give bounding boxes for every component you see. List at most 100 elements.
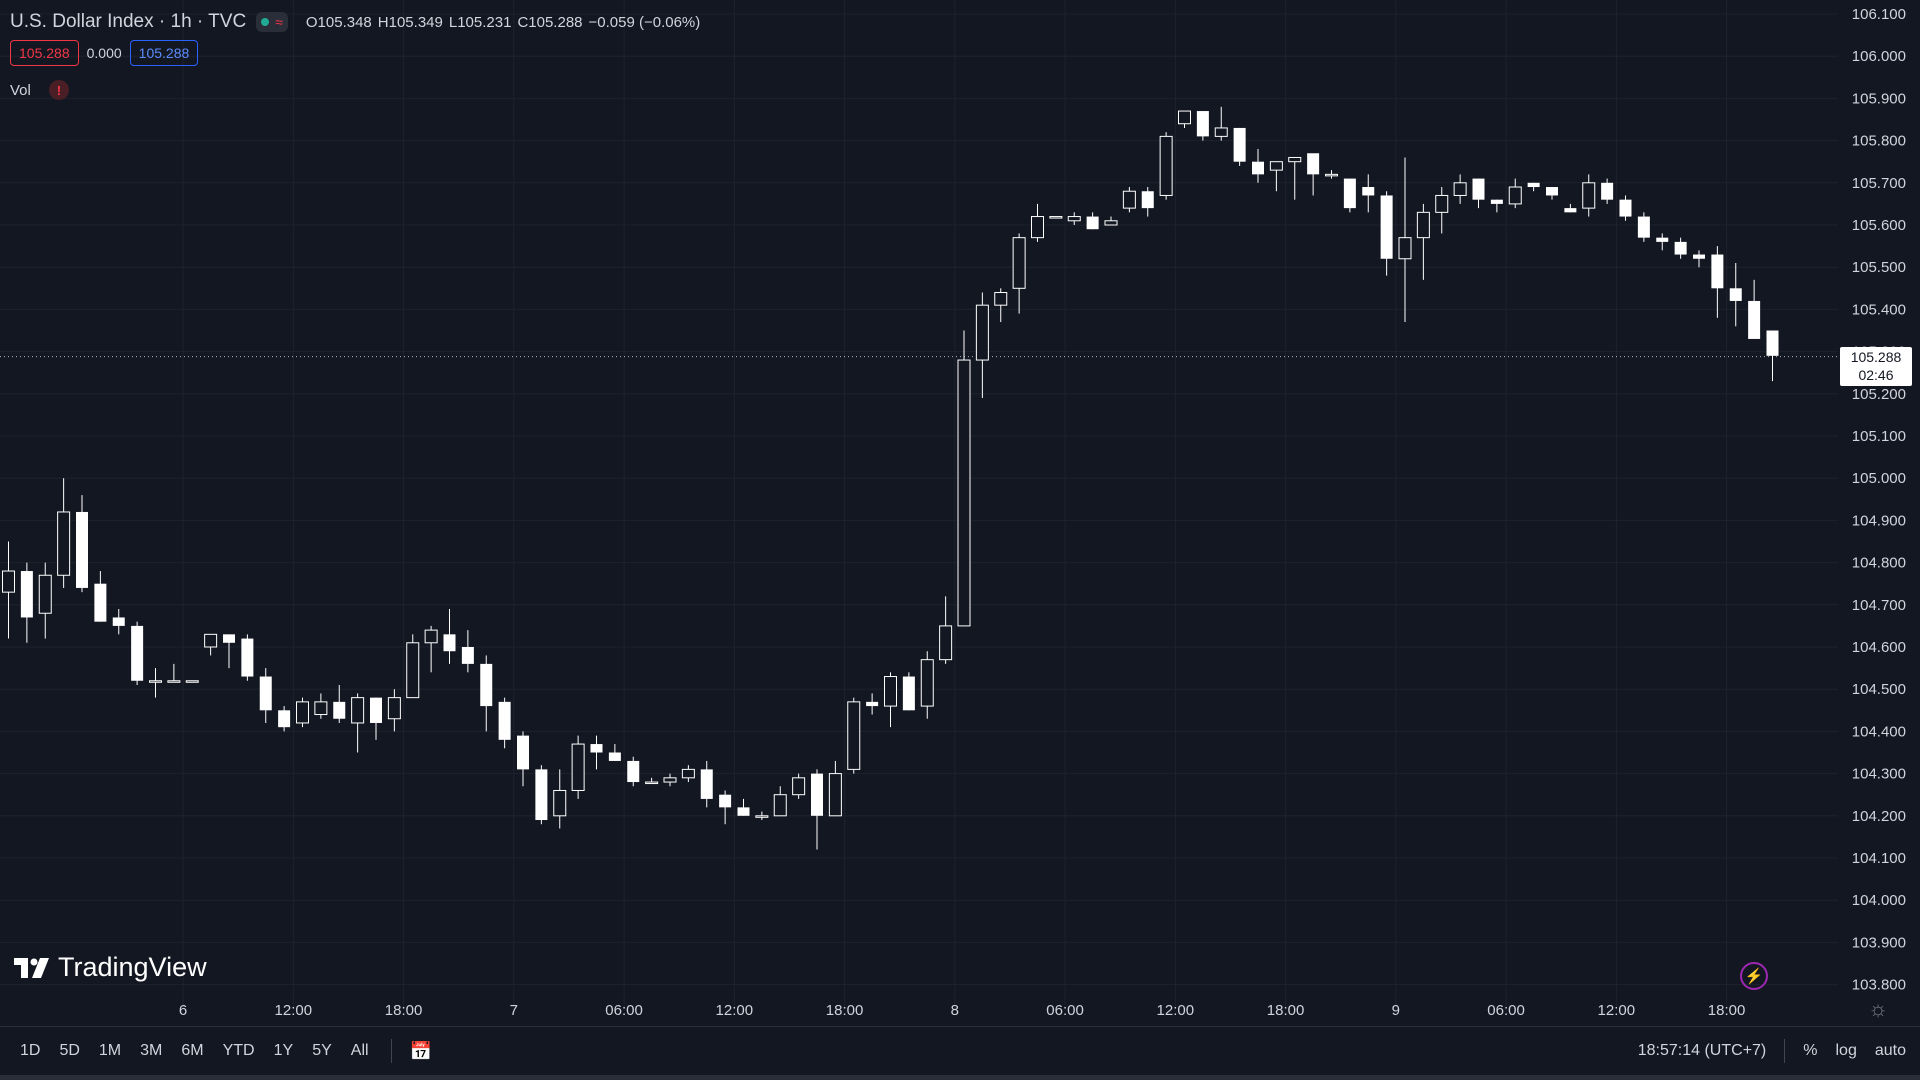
candle (296, 697, 309, 728)
log-toggle[interactable]: log (1835, 1042, 1857, 1059)
bar-countdown: 02:46 (1858, 367, 1894, 383)
candle (1049, 216, 1063, 219)
range-button-6m[interactable]: 6M (181, 1042, 204, 1059)
candle-body-up (1049, 216, 1063, 219)
range-button-5y[interactable]: 5Y (312, 1042, 332, 1059)
y-tick-label: 105.900 (1852, 90, 1906, 107)
status-pill[interactable]: ≈ (256, 12, 288, 32)
range-button-1m[interactable]: 1M (98, 1042, 122, 1059)
y-tick-label: 105.500 (1852, 259, 1906, 276)
low-label: L (448, 13, 458, 31)
range-button-1d[interactable]: 1D (20, 1042, 41, 1059)
candle (828, 760, 842, 817)
candle-body-down (1141, 191, 1154, 209)
candle (700, 760, 713, 808)
symbol-title[interactable]: U.S. Dollar Index · 1h · TVC (10, 11, 247, 32)
candle (957, 330, 971, 627)
candle (811, 769, 823, 850)
candle (681, 765, 695, 783)
candle-body-up (773, 794, 787, 817)
open-value: 105.348 (317, 13, 372, 31)
tradingview-logo[interactable]: TradingView (14, 952, 207, 983)
candle (1214, 106, 1228, 141)
candle (1141, 187, 1154, 217)
candle-body-up (1031, 216, 1044, 239)
candle (20, 562, 33, 643)
price-chart[interactable]: 106.100 106.000 105.900 105.800 105.700 105.6… (0, 0, 1920, 1026)
candle-body-up (1398, 237, 1412, 260)
candle (38, 562, 52, 639)
high-value: 105.349 (388, 13, 443, 31)
candle-body-down (902, 676, 915, 711)
open-label: O (305, 13, 318, 31)
candle-body-up (1288, 156, 1302, 163)
candle-body-up (1104, 220, 1118, 226)
candle-body-up (387, 697, 401, 720)
y-tick-label: 105.600 (1852, 217, 1906, 234)
range-button-5d[interactable]: 5D (59, 1042, 80, 1059)
lightning-icon[interactable]: ⚡ (1740, 962, 1768, 990)
candle (314, 693, 328, 719)
candle (1546, 187, 1558, 200)
candle-body-down (1619, 199, 1632, 217)
candle (755, 811, 769, 821)
y-tick-label: 105.100 (1852, 428, 1906, 445)
range-button-all[interactable]: All (350, 1042, 369, 1059)
candle (241, 634, 254, 681)
candle (1104, 216, 1118, 226)
clock-time[interactable]: 18:57:14 (UTC+7) (1637, 1042, 1767, 1059)
candle-body-down (443, 634, 456, 652)
toolbar-divider (1784, 1039, 1786, 1063)
y-tick-label: 104.900 (1852, 512, 1906, 529)
candle (1527, 182, 1540, 192)
candle-body-down (112, 617, 125, 626)
candle-body-down (131, 625, 144, 681)
candle-body-down (1252, 161, 1264, 175)
x-tick-label: 6 (179, 1002, 187, 1019)
candle-body-down (627, 760, 640, 783)
candle-body-down (1637, 216, 1650, 238)
candle (920, 651, 934, 719)
x-tick-label: 7 (510, 1002, 518, 1019)
range-button-ytd[interactable]: YTD (222, 1042, 255, 1059)
exclamation-icon[interactable]: ! (48, 80, 69, 100)
candle-body-down (1729, 288, 1742, 301)
candle (1619, 195, 1632, 221)
candle (131, 621, 144, 685)
x-tick-label: 06:00 (1487, 1002, 1525, 1019)
x-tick-label: 9 (1392, 1002, 1400, 1019)
candle (351, 693, 365, 753)
candle-body-up (681, 768, 695, 779)
candle (1656, 233, 1669, 251)
range-button-3m[interactable]: 3M (140, 1042, 163, 1059)
volume-indicator[interactable]: Vol ! (10, 80, 69, 100)
candle (443, 609, 456, 664)
tradingview-logo-icon (14, 957, 49, 978)
ohlc-values: O105.348 H105.349 L105.231 C105.288 −0.0… (306, 14, 700, 31)
gear-icon[interactable]: ☼ (1868, 996, 1889, 1021)
y-tick-label: 105.400 (1852, 301, 1906, 318)
auto-toggle[interactable]: auto (1874, 1042, 1906, 1059)
candle (223, 634, 235, 669)
bottom-toolbar: 1D 5D 1M 3M 6M YTD 1Y 5Y All 📅 18:57:14 (UTC+7) … (0, 1026, 1920, 1075)
percent-toggle[interactable]: % (1803, 1042, 1818, 1059)
candle-body-down (1748, 300, 1761, 339)
buy-price-button[interactable]: 105.288 (129, 40, 199, 66)
candle (1766, 330, 1779, 382)
signal-waves-icon: ≈ (275, 14, 283, 30)
candle (571, 735, 585, 799)
sell-price-button[interactable]: 105.288 (10, 40, 79, 66)
x-tick-label: 06:00 (1046, 1002, 1084, 1019)
bid-ask-row: 105.288 0.000 105.288 (10, 40, 199, 66)
x-tick-label: 18:00 (1267, 1002, 1305, 1019)
candle (663, 773, 677, 787)
calendar-goto-icon[interactable]: 📅 (409, 1040, 432, 1061)
candle-body-down (1546, 187, 1558, 196)
candle-body-up (57, 511, 71, 576)
candle (1472, 178, 1485, 209)
x-tick-label: 18:00 (385, 1002, 423, 1019)
range-button-1y[interactable]: 1Y (273, 1042, 294, 1059)
candle-body-down (461, 647, 474, 664)
candle (1196, 111, 1209, 141)
candle (1729, 262, 1742, 327)
